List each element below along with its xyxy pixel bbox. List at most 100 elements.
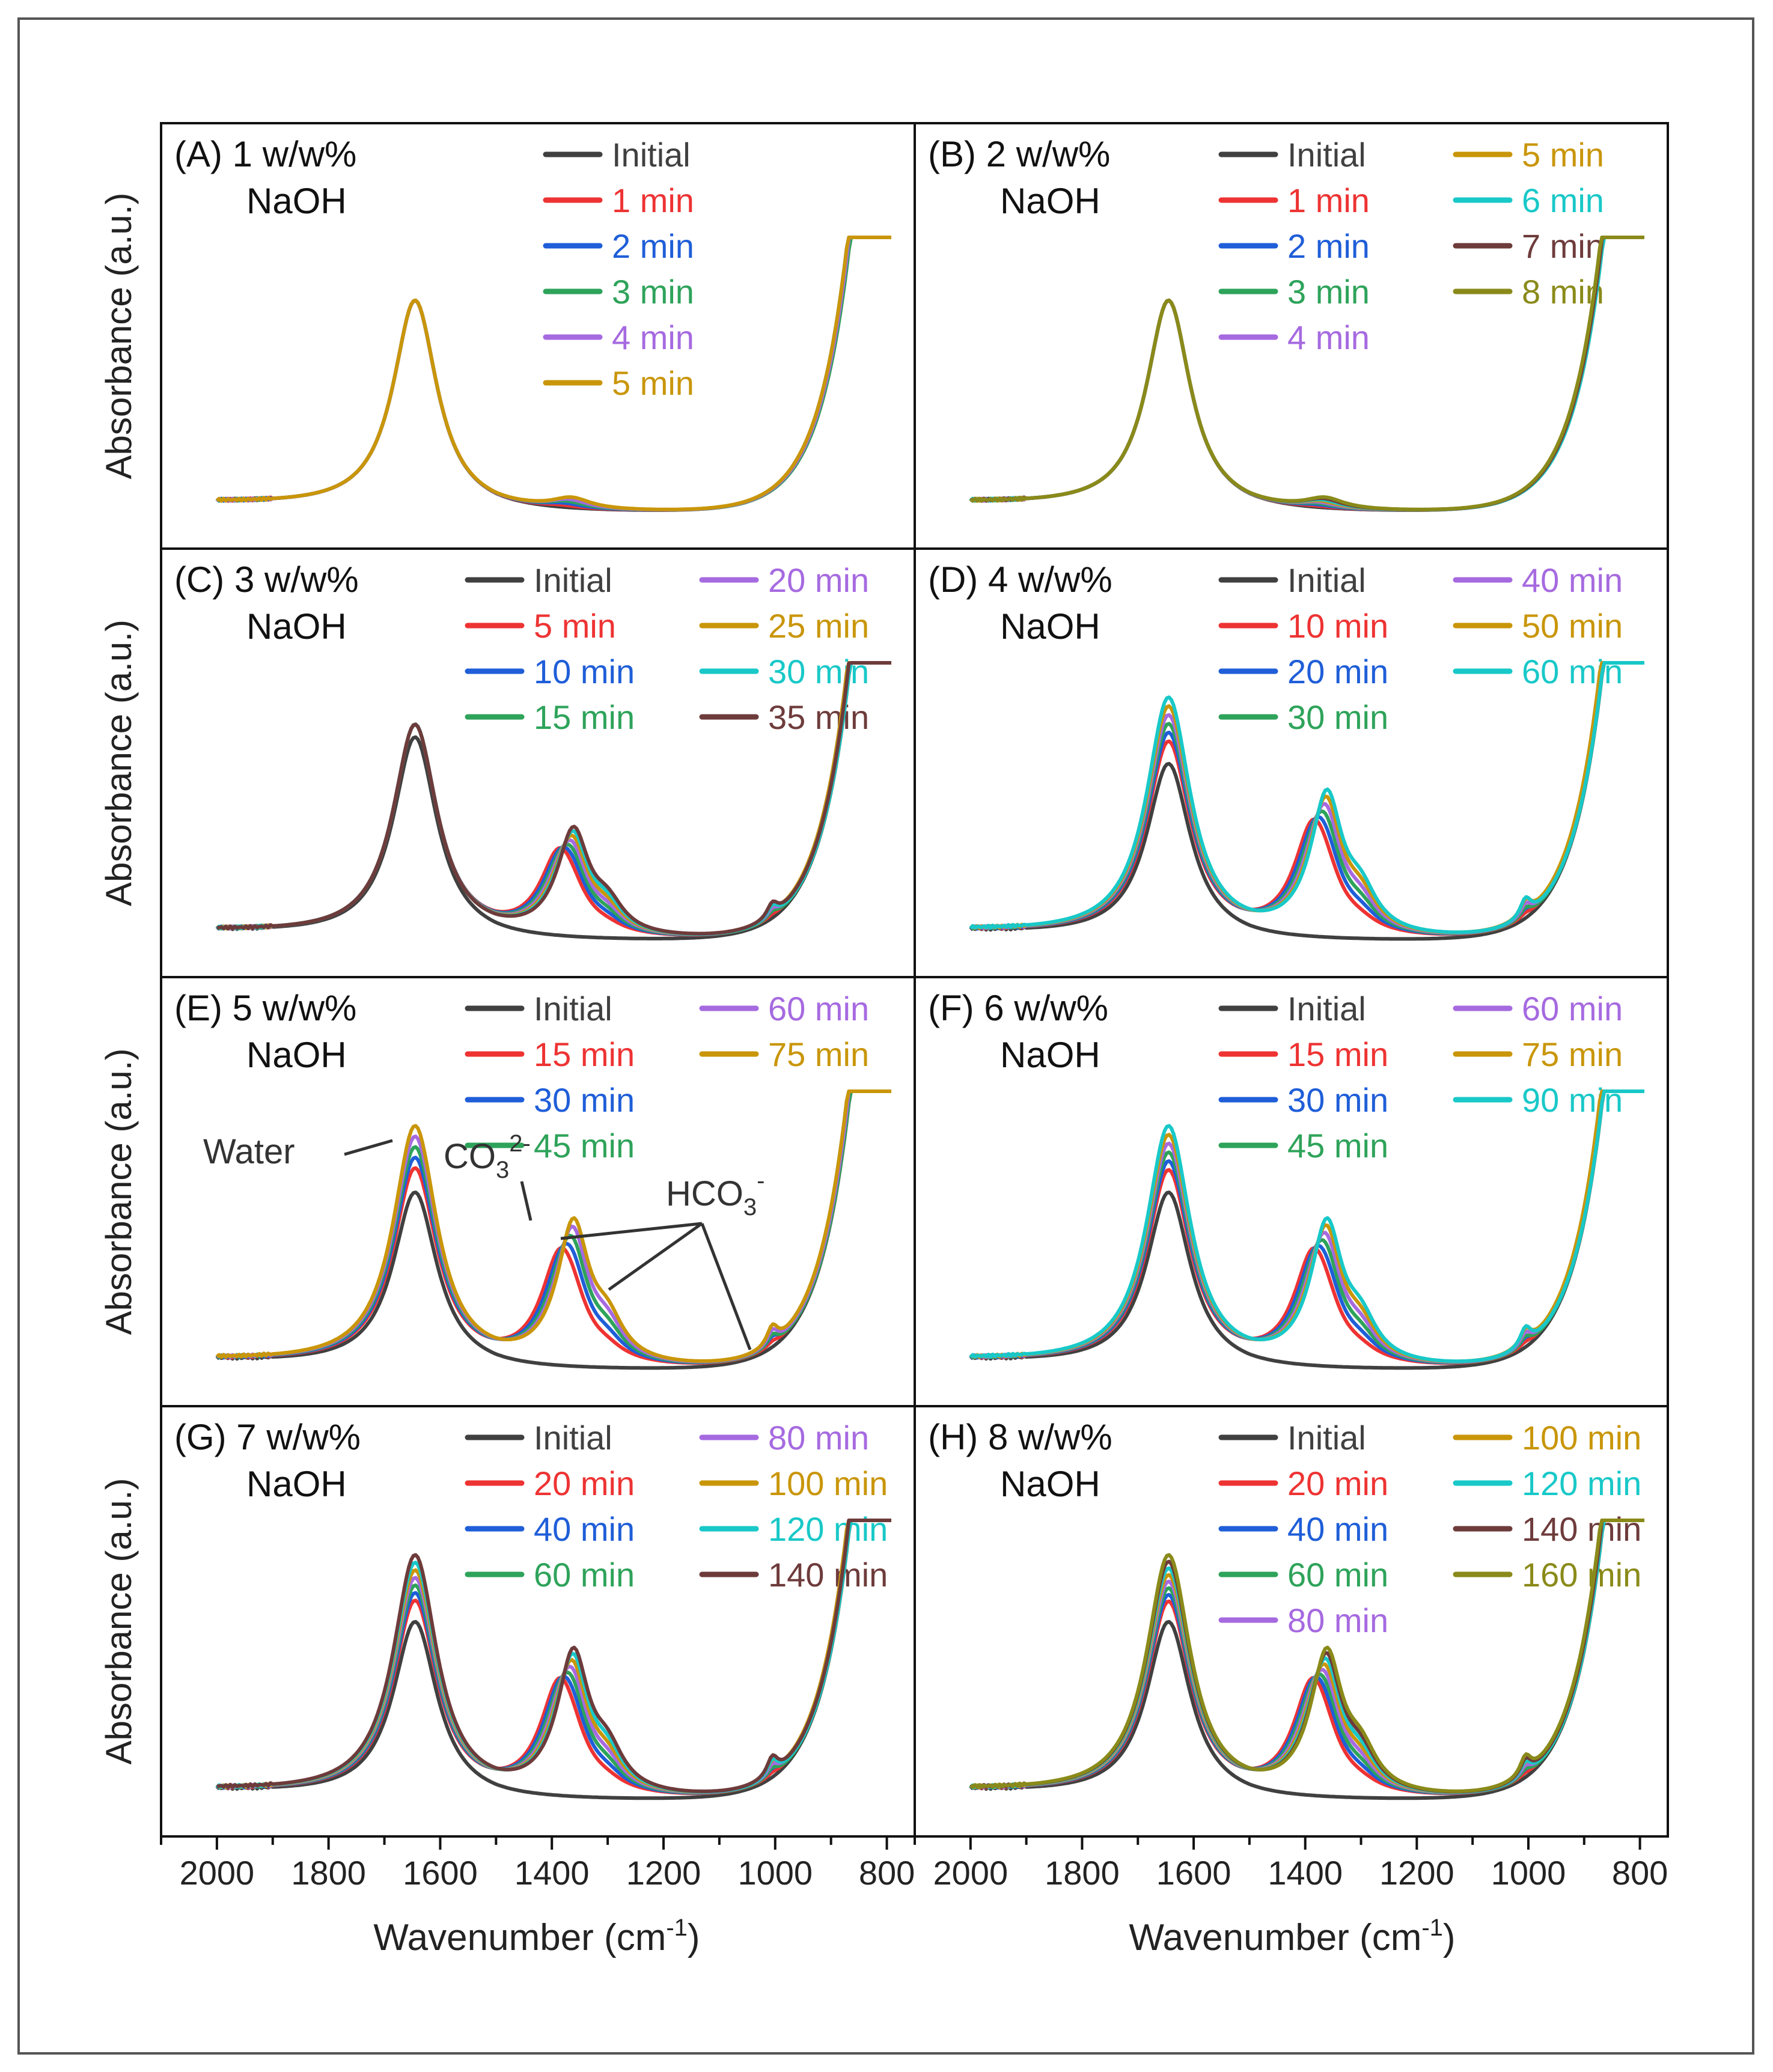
legend-label: 20 min xyxy=(534,1464,635,1502)
legend-label: 10 min xyxy=(534,653,635,690)
series-line-8-min xyxy=(969,236,1644,511)
panel-C: (C) 3 w/w% NaOH Initial 5 min 10 min 15 min 20… xyxy=(160,547,916,978)
annotation-arrow xyxy=(560,1222,703,1240)
annotation-water: Water xyxy=(203,1132,295,1171)
annotation-arrow xyxy=(344,1139,393,1156)
legend-label: 20 min xyxy=(768,561,869,599)
x-tick-label: 1400 xyxy=(514,1854,590,1892)
legend-label: 25 min xyxy=(768,607,869,645)
x-tick-label: 2000 xyxy=(933,1854,1009,1892)
panel-subtitle: NaOH xyxy=(246,1035,347,1075)
legend-label: 1 min xyxy=(612,181,694,219)
series-line-initial xyxy=(969,1089,1644,1370)
panel-grid: (A) 1 w/w% NaOH Initial 1 min 2 min 3 min 4 mi… xyxy=(160,122,1669,1838)
series-line-90-min xyxy=(969,1089,1644,1364)
legend-label: 30 min xyxy=(1287,698,1388,736)
legend-label: 140 min xyxy=(1522,1510,1641,1548)
panel-subtitle: NaOH xyxy=(246,1464,347,1504)
legend-label: 30 min xyxy=(768,653,869,690)
panel-subtitle: NaOH xyxy=(1000,1035,1100,1075)
series-line-initial xyxy=(215,1519,891,1800)
legend-label: Initial xyxy=(1287,561,1366,599)
x-tick-label: 1000 xyxy=(1491,1854,1566,1892)
annotation-hco3-sup: - xyxy=(757,1168,764,1194)
panel-B: (B) 2 w/w% NaOH Initial 1 min 2 min 3 min 4 mi… xyxy=(914,122,1669,550)
legend-label: 6 min xyxy=(1522,181,1604,219)
legend-label: 3 min xyxy=(612,273,694,311)
x-axis-label-left: Wavenumber (cm-1) xyxy=(373,1915,700,1958)
panel-title: (H) 8 w/w% xyxy=(928,1417,1112,1457)
x-tick-label: 1200 xyxy=(1379,1854,1454,1892)
legend-label: 80 min xyxy=(768,1419,869,1457)
y-axis-label: Absorbance (a.u.) xyxy=(99,620,139,906)
legend-label: 30 min xyxy=(1287,1081,1388,1119)
x-tick-label: 1000 xyxy=(737,1854,813,1892)
panel-subtitle: NaOH xyxy=(1000,1464,1100,1504)
legend-label: 20 min xyxy=(1287,1464,1388,1502)
panel-G: (G) 7 w/w% NaOH Initial 20 min 40 min 60 min 8… xyxy=(160,1405,916,1838)
series-line-initial xyxy=(215,1089,891,1370)
legend-label: Initial xyxy=(534,1419,612,1457)
annotation-co3: CO32- xyxy=(444,1130,531,1183)
legend-label: 40 min xyxy=(534,1510,635,1548)
legend-label: 140 min xyxy=(768,1556,888,1594)
legend-label: 40 min xyxy=(1287,1510,1388,1548)
legend-label: 80 min xyxy=(1287,1601,1388,1639)
legend-label: 8 min xyxy=(1522,273,1604,311)
legend-label: 100 min xyxy=(768,1464,888,1502)
panel-subtitle: NaOH xyxy=(1000,181,1100,221)
legend-label: Initial xyxy=(1287,1419,1366,1457)
annotation-co3-sup: 2- xyxy=(509,1130,531,1157)
y-axis-labels: Absorbance (a.u.) Absorbance (a.u.) Absorb… xyxy=(99,193,139,1765)
x-tick-label: 1800 xyxy=(1045,1854,1120,1892)
series-line-140-min xyxy=(216,1519,891,1793)
legend-label: 75 min xyxy=(768,1035,869,1073)
panel-title: (G) 7 w/w% xyxy=(174,1417,361,1457)
legend-label: 15 min xyxy=(534,698,635,736)
x-tick-label: 1200 xyxy=(626,1854,701,1892)
legend-label: 160 min xyxy=(1522,1556,1641,1594)
legend-label: 90 min xyxy=(1522,1081,1623,1119)
legend-label: 120 min xyxy=(1522,1464,1641,1502)
legend-label: 4 min xyxy=(612,318,694,356)
x-tick-label: 1800 xyxy=(291,1854,366,1892)
x-tick-label: 800 xyxy=(859,1854,915,1892)
annotation-arrow xyxy=(520,1181,533,1221)
panel-title: (B) 2 w/w% xyxy=(928,134,1110,174)
panel-title: (D) 4 w/w% xyxy=(928,559,1112,600)
x-axis-left: 2000 1800 1600 1400 1200 1000 800 xyxy=(160,1836,915,1892)
y-axis-label: Absorbance (a.u.) xyxy=(99,1478,139,1765)
panel-D: (D) 4 w/w% NaOH Initial 10 min 20 min 30 min 4… xyxy=(914,547,1669,978)
series-line-initial xyxy=(969,1519,1644,1800)
annotation-co3-main: CO xyxy=(444,1137,496,1176)
panel-subtitle: NaOH xyxy=(246,181,347,221)
legend-label: 45 min xyxy=(1287,1127,1388,1165)
panel-E: (E) 5 w/w% NaOH Initial 15 min 30 min 45 min 6… xyxy=(160,976,916,1407)
annotation-arrow xyxy=(608,1222,703,1291)
panel-title: (F) 6 w/w% xyxy=(928,988,1108,1028)
legend-label: 30 min xyxy=(534,1081,635,1119)
series-line-5-min xyxy=(215,236,891,511)
legend-label: 60 min xyxy=(1522,990,1623,1028)
legend-label: Initial xyxy=(534,561,612,599)
x-tick-label: 1400 xyxy=(1268,1854,1343,1892)
x-axis-right: 2000 1800 1600 1400 1200 1000 800 xyxy=(914,1836,1668,1892)
legend-label: 45 min xyxy=(534,1127,635,1165)
x-axis-label-right: Wavenumber (cm-1) xyxy=(1129,1915,1455,1958)
panel-frame xyxy=(914,1405,1669,1838)
x-tick-label: 1600 xyxy=(403,1854,478,1892)
panel-A: (A) 1 w/w% NaOH Initial 1 min 2 min 3 min 4 mi… xyxy=(160,122,916,550)
panel-title: (E) 5 w/w% xyxy=(174,988,356,1028)
panel-H: (H) 8 w/w% NaOH Initial 20 min 40 min 60 min 8… xyxy=(914,1405,1669,1838)
annotation-hco3-main: HCO xyxy=(666,1174,743,1213)
annotation-hco3-sub: 3 xyxy=(743,1194,757,1220)
legend-label: 1 min xyxy=(1287,181,1370,219)
legend-label: Initial xyxy=(1287,990,1366,1028)
legend-label: 4 min xyxy=(1287,318,1370,356)
series-line-75-min xyxy=(215,1089,891,1363)
panel-subtitle: NaOH xyxy=(1000,606,1100,647)
legend-label: 35 min xyxy=(768,698,869,736)
legend-label: 20 min xyxy=(1287,653,1388,690)
series-line-initial xyxy=(969,661,1644,941)
legend-label: 5 min xyxy=(612,364,694,402)
